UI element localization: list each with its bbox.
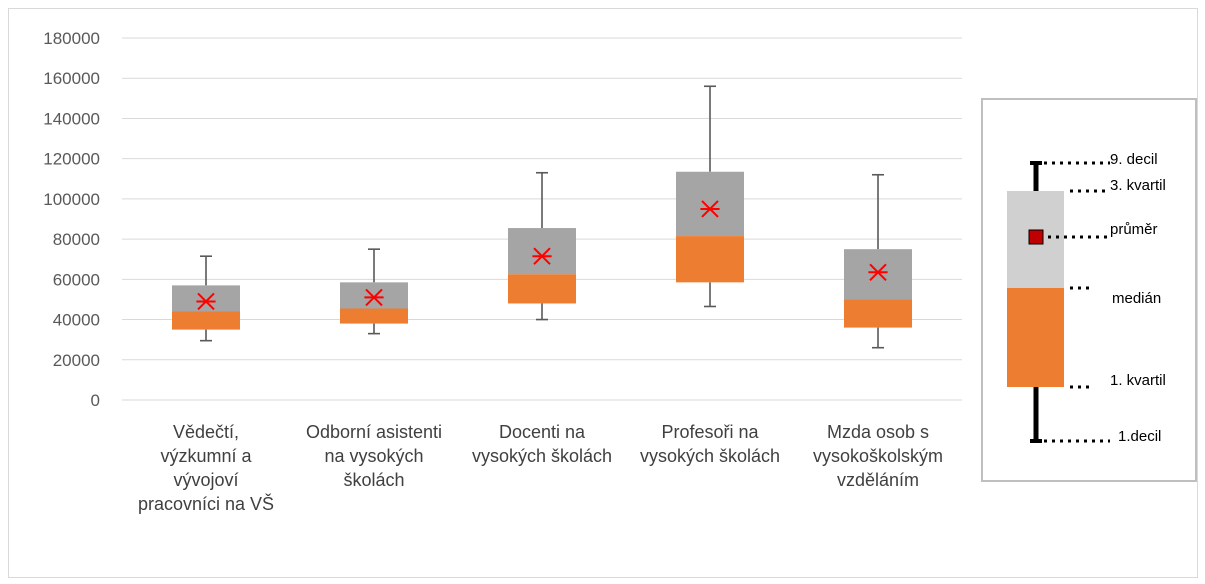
upper-box	[676, 171, 744, 237]
legend-label-median: medián	[1112, 290, 1161, 307]
y-tick-label: 120000	[43, 150, 100, 169]
x-category-label: Mzda osob s vysokoškolským vzděláním	[813, 422, 943, 490]
y-tick-label: 140000	[43, 109, 100, 128]
y-tick-label: 60000	[53, 270, 100, 289]
upper-box	[172, 285, 240, 312]
legend-label-quartile1: 1. kvartil	[1110, 372, 1166, 389]
mean-marker	[364, 288, 384, 307]
y-tick-label: 80000	[53, 230, 100, 249]
lower-box	[844, 299, 912, 328]
upper-box	[508, 228, 576, 275]
y-tick-label: 40000	[53, 311, 100, 330]
legend-mean-marker	[1028, 229, 1044, 245]
mean-marker	[532, 247, 552, 265]
x-category-label: Vědečtí, výzkumní a vývojoví pracovníci na …	[138, 422, 274, 514]
lower-box	[340, 308, 408, 324]
upper-box	[844, 249, 912, 300]
legend-lower-box	[1007, 288, 1064, 387]
x-category-label: Profesoři na vysokých školách	[640, 422, 780, 466]
y-tick-label: 160000	[43, 69, 100, 88]
lower-box	[676, 236, 744, 283]
lower-box	[508, 274, 576, 304]
y-tick-label: 20000	[53, 351, 100, 370]
x-category-label: Docenti na vysokých školách	[472, 422, 612, 466]
y-tick-label: 180000	[43, 29, 100, 48]
legend-label-mean: průměr	[1110, 221, 1158, 238]
y-tick-label: 0	[91, 391, 100, 410]
lower-box	[172, 311, 240, 330]
y-tick-label: 100000	[43, 190, 100, 209]
legend-label-decile9: 9. decil	[1110, 151, 1158, 168]
x-category-label: Odborní asistenti na vysokých školách	[306, 422, 442, 490]
upper-box	[340, 282, 408, 309]
legend-label-decile1: 1.decil	[1118, 428, 1161, 445]
legend-label-quartile3: 3. kvartil	[1110, 177, 1166, 194]
mean-marker	[700, 200, 720, 218]
mean-marker	[196, 292, 216, 311]
mean-marker	[868, 263, 888, 282]
